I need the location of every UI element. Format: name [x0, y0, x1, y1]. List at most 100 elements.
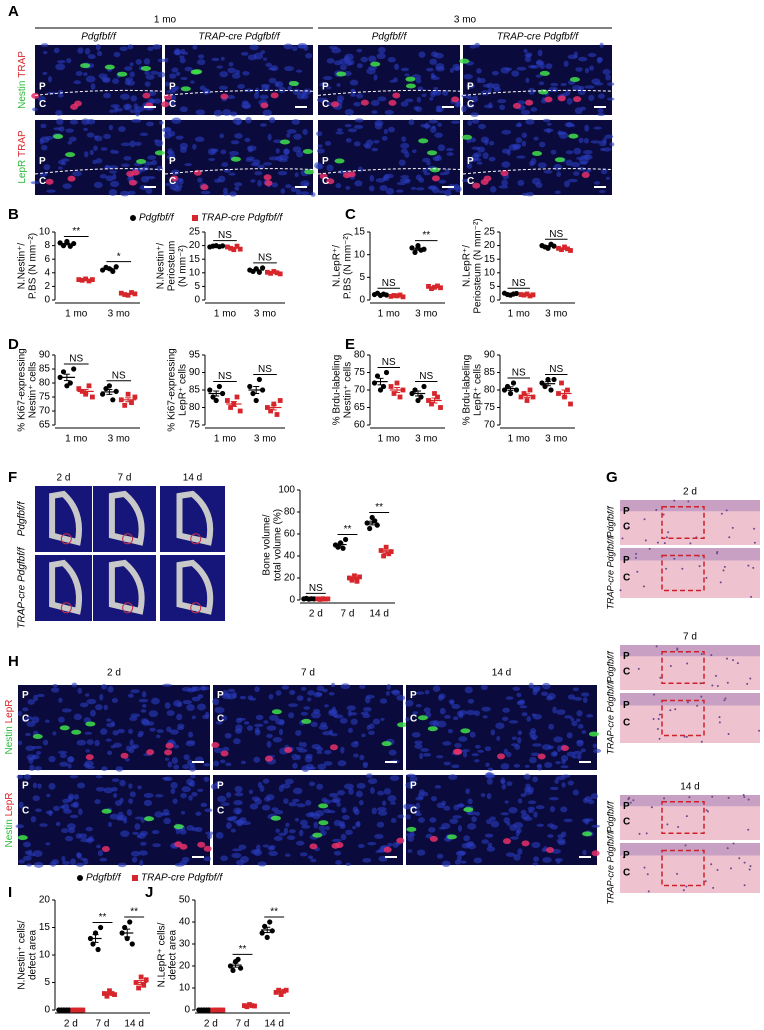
nucleus: [113, 792, 118, 798]
x-tick-label: 3 mo: [254, 309, 277, 320]
green-cell: [59, 725, 70, 731]
nucleus: [114, 800, 123, 806]
nucleus: [225, 792, 232, 798]
nucleus: [260, 50, 266, 55]
nucleus: [348, 787, 354, 795]
nucleus: [520, 793, 527, 798]
nucleus: [511, 70, 520, 77]
nucleus: [192, 44, 198, 50]
red-cell: [329, 744, 338, 751]
nucleus: [42, 739, 49, 746]
nucleus: [275, 828, 280, 833]
data-point: [412, 387, 418, 393]
nucleus: [547, 823, 555, 828]
he-nucleus: [747, 564, 750, 567]
nucleus: [185, 741, 196, 747]
nucleus: [321, 797, 328, 803]
nucleus: [429, 817, 437, 823]
nucleus: [232, 691, 237, 699]
nucleus: [249, 44, 259, 51]
nucleus: [560, 82, 567, 87]
nucleus: [244, 137, 251, 143]
nucleus: [15, 824, 25, 829]
nucleus: [485, 762, 490, 767]
data-point: [225, 244, 230, 250]
nucleus: [145, 175, 156, 180]
nucleus: [37, 95, 46, 102]
y-tick-label: 30: [179, 939, 191, 950]
nucleus: [474, 744, 481, 749]
nucleus: [181, 786, 191, 793]
nucleus: [104, 164, 111, 169]
region-label: C: [623, 522, 630, 533]
he-nucleus: [743, 796, 746, 799]
nucleus: [322, 730, 332, 736]
nucleus: [467, 823, 477, 830]
nucleus: [271, 182, 278, 188]
y-tick-label: 0: [184, 1005, 190, 1016]
nucleus: [316, 163, 324, 170]
nucleus: [302, 741, 307, 748]
legend-marker: [132, 875, 138, 881]
nucleus: [219, 759, 226, 764]
nucleus: [86, 118, 96, 125]
significance-label: NS: [112, 370, 126, 381]
nucleus: [200, 190, 211, 195]
nucleus: [195, 109, 206, 116]
nucleus: [144, 70, 150, 76]
nucleus: [119, 46, 128, 52]
nucleus: [210, 148, 216, 154]
nucleus: [234, 182, 243, 187]
region-label: C: [169, 176, 176, 187]
y-tick-label: 20: [484, 240, 496, 251]
nucleus: [604, 134, 614, 139]
nucleus: [73, 713, 83, 721]
data-point: [271, 401, 277, 407]
significance-label: NS: [69, 354, 83, 365]
nucleus: [467, 120, 473, 126]
y-tick-label: 10: [189, 267, 201, 278]
nucleus: [234, 792, 244, 797]
nucleus: [597, 112, 605, 117]
nucleus: [571, 720, 578, 727]
nucleus: [564, 715, 573, 719]
nucleus: [554, 779, 559, 784]
region-label: P: [467, 156, 474, 167]
nucleus: [175, 828, 180, 835]
nucleus: [57, 89, 64, 95]
he-nucleus: [698, 565, 701, 568]
nucleus: [234, 785, 243, 793]
nucleus: [516, 692, 522, 698]
nucleus: [532, 687, 540, 693]
significance-label: NS: [218, 371, 232, 382]
data-point: [527, 387, 533, 393]
nucleus: [22, 707, 29, 712]
he-nucleus: [653, 693, 656, 696]
nucleus: [228, 172, 236, 176]
he-periosteum: [620, 548, 760, 561]
nucleus: [181, 51, 189, 55]
nucleus: [190, 686, 197, 692]
red-cell: [161, 101, 170, 108]
nucleus: [544, 761, 553, 769]
panel-label: I: [8, 884, 12, 901]
nucleus: [385, 691, 390, 696]
y-tick-label: 15: [189, 254, 201, 265]
nucleus: [326, 58, 335, 64]
nucleus: [52, 684, 58, 688]
data-point: [438, 405, 443, 410]
nucleus: [83, 127, 89, 132]
nucleus: [245, 116, 252, 124]
nucleus: [165, 81, 170, 87]
nucleus: [357, 843, 365, 848]
nucleus: [46, 793, 51, 798]
nucleus: [441, 860, 451, 867]
nucleus: [105, 175, 114, 182]
nucleus: [35, 808, 42, 813]
nucleus: [323, 761, 333, 766]
nucleus: [415, 77, 422, 84]
he-nucleus: [711, 795, 714, 798]
he-nucleus: [669, 665, 672, 668]
nucleus: [316, 685, 325, 692]
nucleus: [343, 783, 354, 790]
